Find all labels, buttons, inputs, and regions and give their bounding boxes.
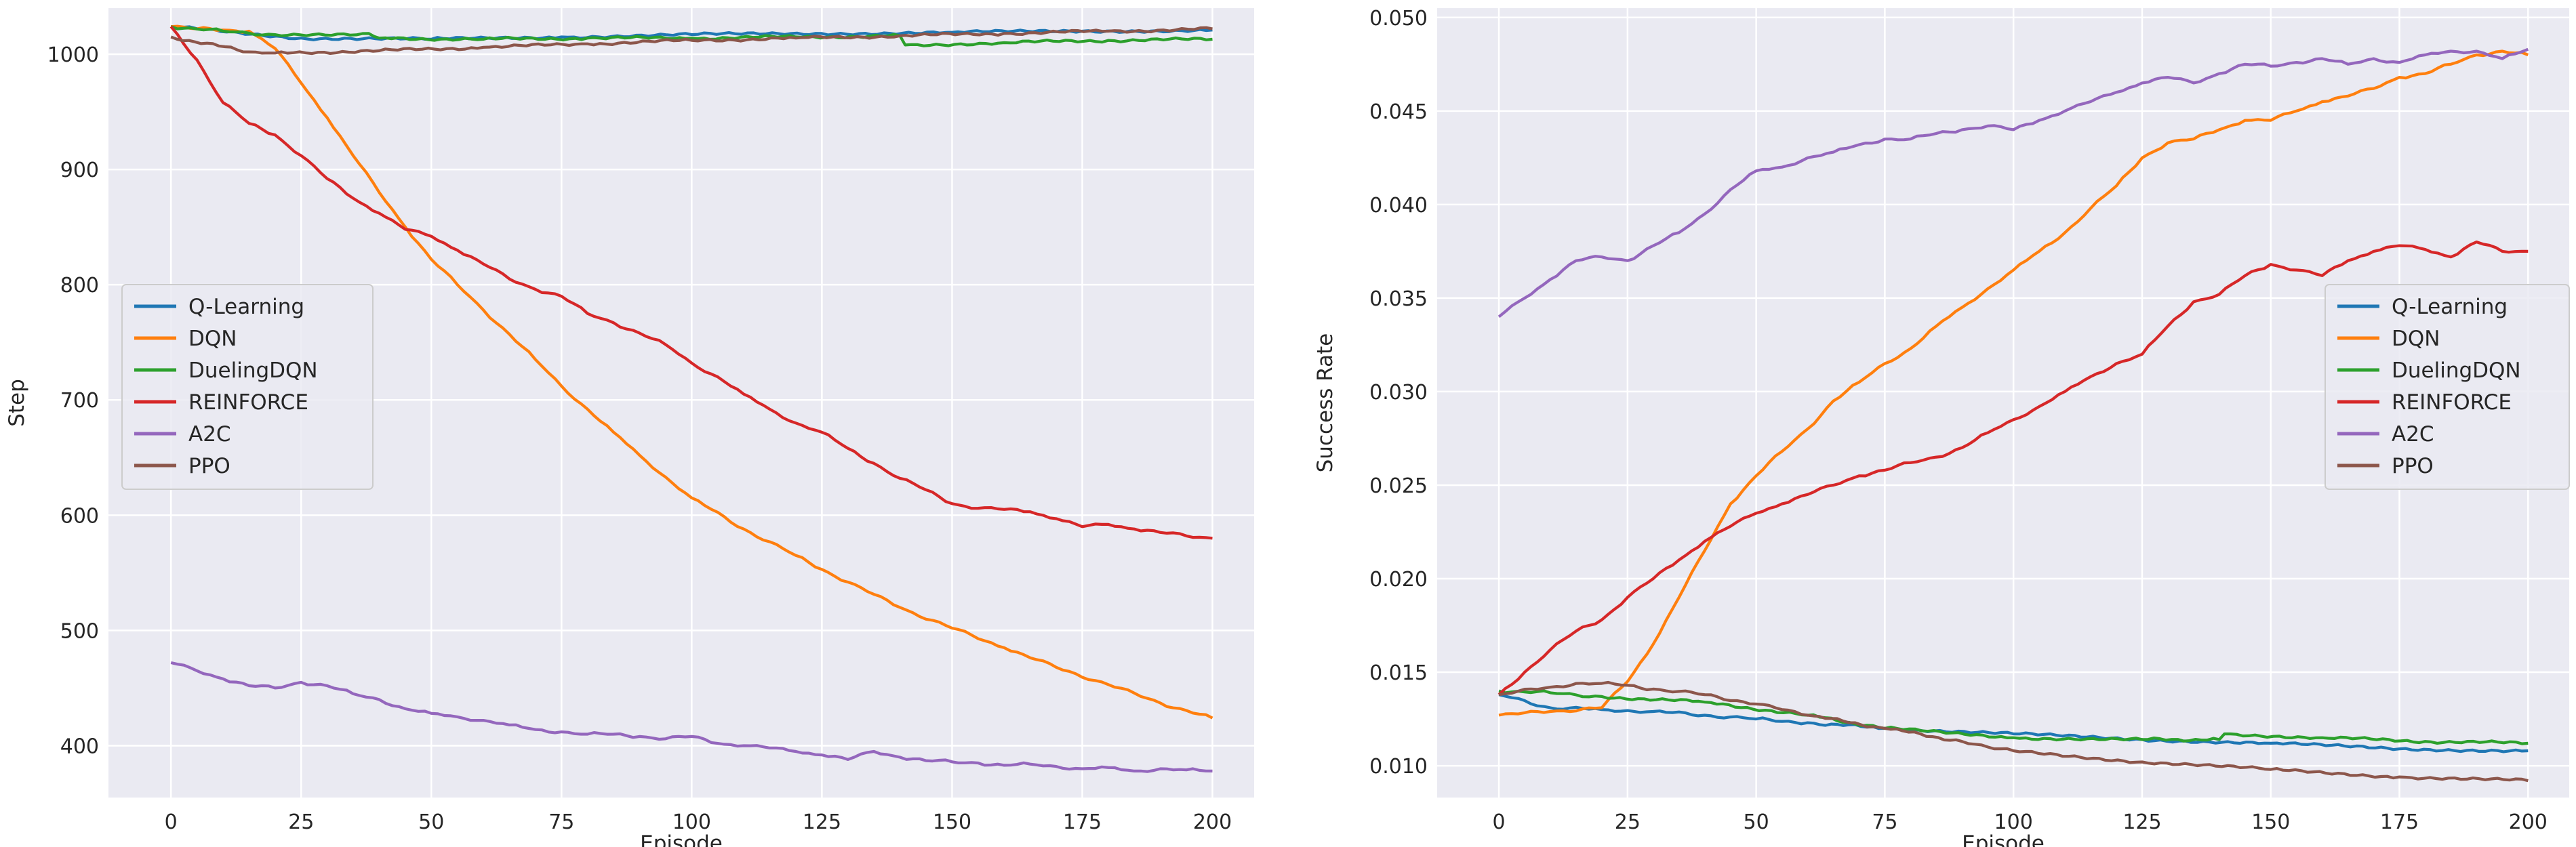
y-tick-label: 1000	[47, 43, 99, 67]
x-axis-label: Episode	[640, 831, 723, 847]
legend-label-reinforce: REINFORCE	[188, 390, 308, 415]
series-line-q-learning	[170, 25, 1213, 41]
series-line-q-learning	[1498, 693, 2529, 753]
x-tick-label: 0	[165, 810, 178, 834]
legend-label-duelingdqn: DuelingDQN	[188, 358, 318, 383]
chart-right: 0 25 50 75 100 125 150 175 200 0.010 0.015 0.020 0.0…	[1313, 7, 2570, 847]
x-tick-label: 75	[548, 810, 574, 834]
y-tick-label: 0.020	[1369, 568, 1428, 592]
x-tick-label: 175	[2380, 810, 2419, 834]
series-line-ppo	[170, 26, 1213, 56]
series-line-a2c	[170, 661, 1213, 773]
y-axis-label: Step	[5, 379, 29, 427]
legend-label-q-learning: Q-Learning	[188, 295, 304, 319]
x-tick-label: 25	[1615, 810, 1641, 834]
y-tick-label: 800	[60, 274, 99, 297]
y-tick-label: 500	[60, 619, 99, 643]
series-line-a2c	[1497, 47, 2529, 318]
legend-box	[2325, 284, 2570, 490]
legend-label-ppo: PPO	[188, 454, 230, 478]
legend-box	[121, 284, 374, 490]
x-tick-label: 150	[2251, 810, 2290, 834]
legend-label-dqn: DQN	[2392, 327, 2440, 351]
legend-label-ppo: PPO	[2392, 454, 2434, 478]
chart-left: 0 25 50 75 100 125 150 175 200 400 500 600 700 800 900…	[5, 8, 1254, 847]
series-line-duelingdqn	[1498, 689, 2529, 745]
y-tick-label: 0.035	[1369, 287, 1428, 311]
series-line-dqn	[1498, 49, 2529, 717]
y-tick-label: 0.030	[1369, 381, 1428, 405]
y-tick-label: 0.045	[1369, 100, 1428, 124]
legend-label-duelingdqn: DuelingDQN	[2392, 358, 2521, 383]
x-tick-label: 100	[672, 810, 711, 834]
series-line-ppo	[1498, 680, 2529, 783]
x-tick-label: 200	[1193, 810, 1232, 834]
y-axis-label: Success Rate	[1313, 333, 1337, 473]
series-line-dqn	[171, 24, 1213, 720]
y-tick-label: 700	[60, 389, 99, 413]
legend-label-q-learning: Q-Learning	[2392, 295, 2508, 319]
y-tick-label: 0.025	[1369, 474, 1428, 498]
series-line-duelingdqn	[170, 25, 1213, 47]
y-tick-label: 0.040	[1369, 194, 1428, 218]
x-tick-label: 75	[1872, 810, 1897, 834]
x-axis-label: Episode	[1962, 831, 2045, 847]
legend: Q-Learning DQN DuelingDQN REINFORCE A2C PPO	[2325, 284, 2570, 490]
x-tick-label: 100	[1994, 810, 2033, 834]
x-tick-label: 125	[803, 810, 841, 834]
y-tick-label: 600	[60, 504, 99, 528]
y-tick-label: 0.050	[1369, 7, 1428, 30]
x-tick-label: 50	[418, 810, 444, 834]
x-tick-label: 25	[288, 810, 314, 834]
legend-label-a2c: A2C	[2392, 422, 2434, 447]
x-tick-label: 125	[2122, 810, 2161, 834]
legend-label-reinforce: REINFORCE	[2392, 390, 2512, 415]
series-line-reinforce	[169, 25, 1213, 540]
y-tick-label: 400	[60, 735, 99, 758]
legend-label-a2c: A2C	[188, 422, 231, 447]
y-tick-label: 0.015	[1369, 661, 1428, 685]
x-tick-label: 50	[1744, 810, 1769, 834]
x-tick-label: 200	[2509, 810, 2548, 834]
x-tick-label: 175	[1063, 810, 1102, 834]
x-tick-label: 150	[933, 810, 971, 834]
y-tick-label: 900	[60, 159, 99, 182]
y-tick-label: 0.010	[1369, 755, 1428, 779]
series-line-reinforce	[1497, 241, 2529, 696]
x-tick-label: 0	[1493, 810, 1506, 834]
legend-label-dqn: DQN	[188, 327, 237, 351]
legend: Q-Learning DQN DuelingDQN REINFORCE A2C PPO	[121, 284, 374, 490]
